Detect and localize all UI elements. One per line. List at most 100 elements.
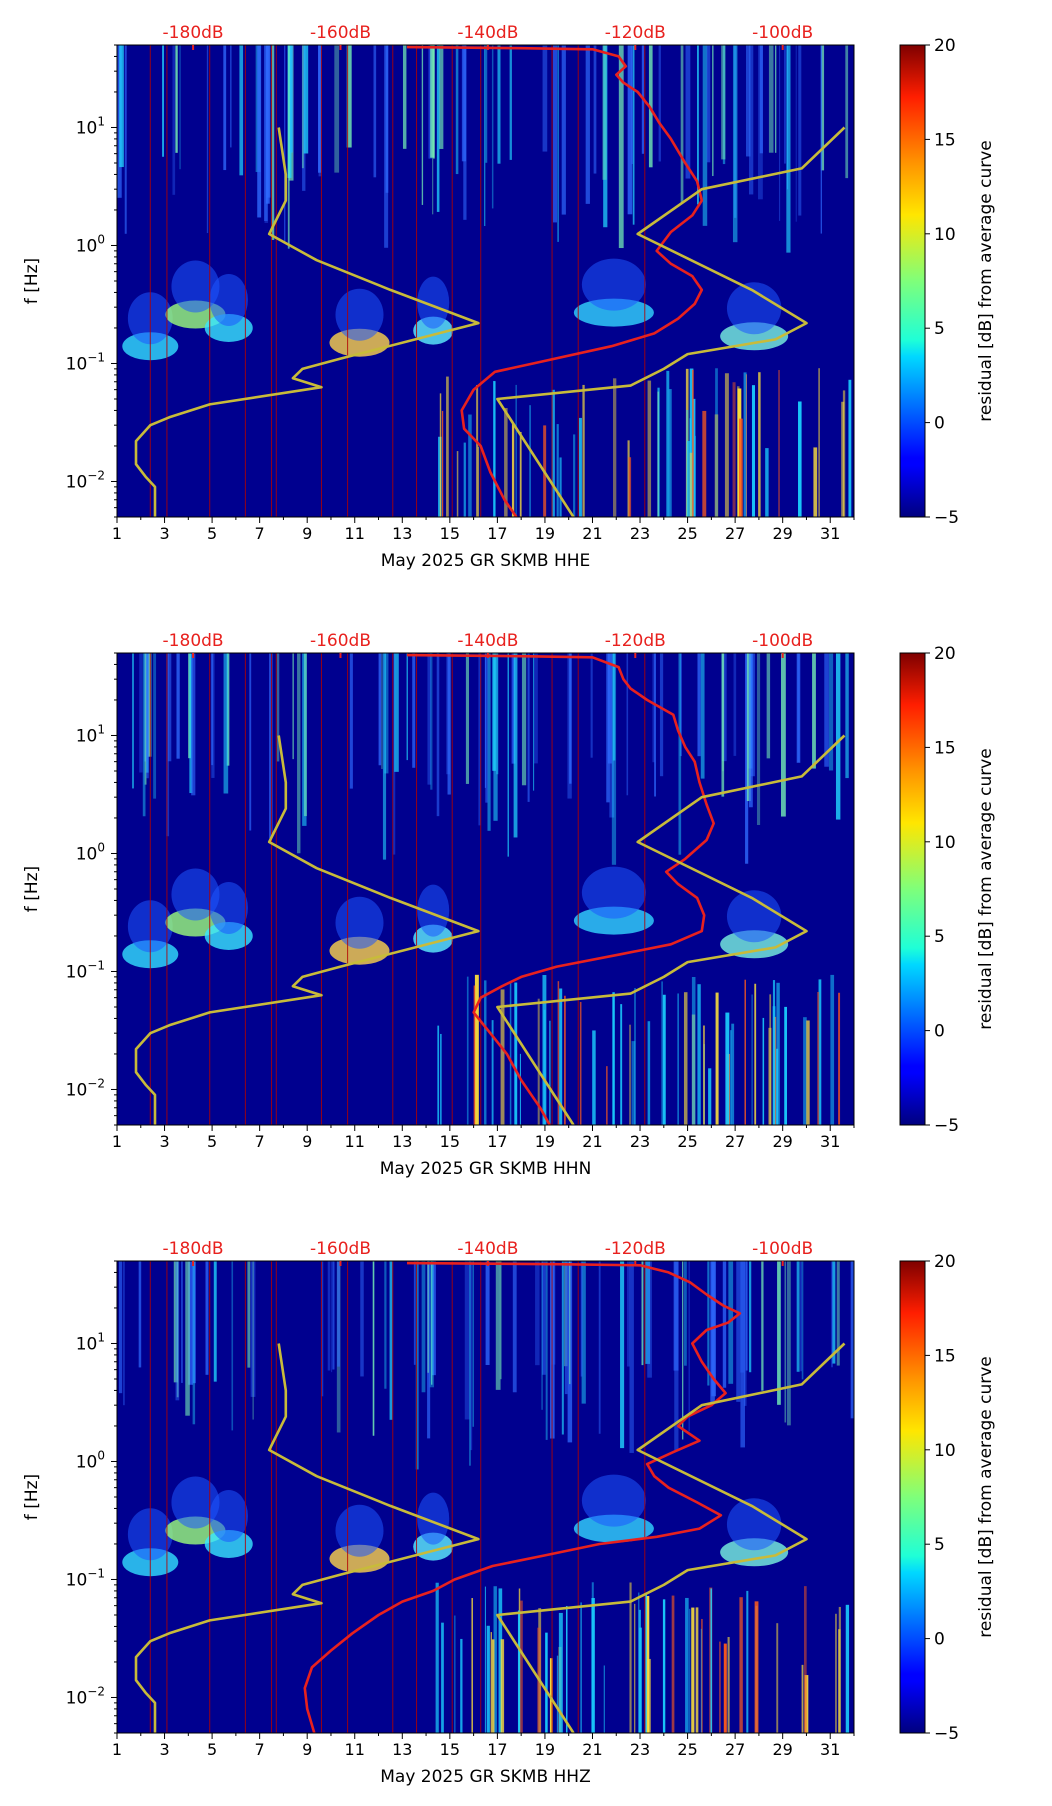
heatmap-spike xyxy=(440,1033,442,1125)
heatmap-spike xyxy=(803,1586,807,1733)
heatmap-streak xyxy=(606,653,610,803)
heatmap-spike xyxy=(645,1592,647,1733)
heatmap-spike xyxy=(806,1020,810,1125)
heatmap-spike xyxy=(835,1613,837,1733)
db-tick-label: -180dB xyxy=(163,631,224,651)
heatmap-streak xyxy=(756,653,761,825)
colorbar-tick-label: 10 xyxy=(934,225,956,245)
heatmap-streak xyxy=(276,653,280,762)
heatmap-spike xyxy=(818,368,820,517)
heatmap-streak xyxy=(569,1261,571,1385)
heatmap-spike xyxy=(473,985,476,1125)
colorbar-tick-label: 15 xyxy=(934,1346,956,1366)
heatmap-spike xyxy=(685,1597,689,1733)
heatmap-spike xyxy=(691,1607,695,1733)
heatmap-spike xyxy=(842,390,846,517)
heatmap-streak xyxy=(658,45,661,162)
heatmap-spike xyxy=(841,401,845,517)
x-tick-label: 7 xyxy=(255,1132,265,1151)
heatmap-spike xyxy=(778,370,780,517)
heatmap-streak xyxy=(850,1261,854,1419)
heatmap-spike xyxy=(486,1625,490,1733)
heatmap-spike xyxy=(657,387,660,517)
heatmap-spike xyxy=(578,417,582,517)
heatmap-streak xyxy=(421,45,424,205)
heatmap-spike xyxy=(746,1590,749,1733)
db-tick-label: -120dB xyxy=(605,1239,666,1259)
heatmap-spike xyxy=(762,1017,765,1125)
heatmap-streak xyxy=(581,1261,586,1404)
heatmap-streak xyxy=(332,1261,335,1370)
heatmap-streak xyxy=(465,653,470,784)
heatmap-streak xyxy=(552,45,558,223)
heatmap-streak xyxy=(491,45,494,209)
heatmap-streak xyxy=(749,45,754,195)
heatmap-streak xyxy=(413,1261,416,1365)
heatmap-spike xyxy=(542,975,547,1125)
heatmap-streak xyxy=(378,653,382,766)
noise-model-curve xyxy=(134,735,480,1125)
heatmap-spike xyxy=(476,384,479,517)
heatmap-spike xyxy=(662,994,666,1125)
heatmap-spike xyxy=(582,384,585,517)
heatmap-spike xyxy=(468,414,472,517)
heatmap-spike xyxy=(634,988,636,1125)
heatmap-streak xyxy=(211,653,215,778)
heatmap-blob-halo xyxy=(726,282,782,335)
x-tick-label: 11 xyxy=(345,1740,365,1759)
heatmap-streak xyxy=(626,653,629,796)
heatmap-spike xyxy=(549,1020,551,1125)
x-tick-label: 23 xyxy=(630,1740,650,1759)
heatmap-streak xyxy=(832,1261,836,1364)
heatmap-blob xyxy=(204,1529,253,1558)
heatmap-streak xyxy=(472,1261,474,1427)
heatmap-streak xyxy=(331,1261,333,1373)
colorbar-tick-label: −5 xyxy=(934,1116,959,1136)
top-db-axis: -180dB -160dB -140dB -120dB -100dB xyxy=(163,1239,813,1266)
heatmap-streak xyxy=(360,1261,364,1377)
y-tick-label: 100 xyxy=(76,1448,105,1472)
heatmap-streak xyxy=(798,653,800,762)
heatmap-streak xyxy=(119,45,124,168)
heatmap-streak xyxy=(153,653,157,799)
heatmap-spike xyxy=(683,992,688,1125)
x-tick-label: 1 xyxy=(112,1132,122,1151)
psd-curve xyxy=(406,653,716,1125)
heatmap-streak xyxy=(269,653,273,839)
x-tick-label: 27 xyxy=(725,1740,745,1759)
heatmap-streak xyxy=(205,1261,209,1375)
heatmap-spike xyxy=(715,368,718,517)
heatmap-streak xyxy=(768,45,774,153)
heatmap-spike xyxy=(671,1595,675,1733)
colorbar-tick-label: 15 xyxy=(934,130,956,150)
heatmap-streak xyxy=(845,45,849,179)
heatmap-blob xyxy=(573,1514,654,1543)
heatmap-spike xyxy=(645,1595,650,1733)
heatmap-streak xyxy=(680,45,684,204)
heatmap-streak xyxy=(603,45,608,228)
colorbar-tick-label: 5 xyxy=(934,1535,945,1555)
x-tick-label: 29 xyxy=(772,1740,792,1759)
x-tick-label: 3 xyxy=(159,1132,169,1151)
colorbar-label: residual [dB] from average curve xyxy=(976,1356,996,1637)
x-tick-label: 15 xyxy=(440,1740,460,1759)
heatmap-spike xyxy=(559,457,562,517)
heatmap-streak xyxy=(270,45,275,240)
heatmap-cells xyxy=(117,45,852,517)
heatmap-streak xyxy=(620,1261,625,1449)
heatmap-streak xyxy=(787,1261,791,1426)
heatmap-spike xyxy=(606,1066,608,1125)
heatmap-streak xyxy=(421,1261,426,1393)
colorbar-tick-label: 10 xyxy=(934,1441,956,1461)
heatmap-streak xyxy=(138,1261,142,1368)
heatmap-spike xyxy=(848,379,852,517)
heatmap-streak xyxy=(557,45,559,242)
heatmap-spike xyxy=(514,982,518,1125)
heatmap-streak xyxy=(678,653,682,855)
heatmap-streak xyxy=(512,1261,517,1393)
heatmap-streak xyxy=(430,45,435,158)
heatmap-streak xyxy=(485,45,488,163)
heatmap-streak xyxy=(185,1261,190,1416)
heatmap-streak xyxy=(436,45,440,212)
heatmap-spike xyxy=(491,1020,494,1125)
